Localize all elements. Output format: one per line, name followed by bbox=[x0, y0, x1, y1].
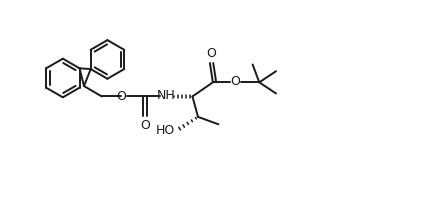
Text: O: O bbox=[116, 90, 126, 103]
Text: O: O bbox=[140, 119, 150, 132]
Text: O: O bbox=[230, 76, 240, 88]
Text: HO: HO bbox=[155, 124, 174, 137]
Text: NH: NH bbox=[157, 89, 175, 102]
Text: O: O bbox=[207, 47, 216, 61]
